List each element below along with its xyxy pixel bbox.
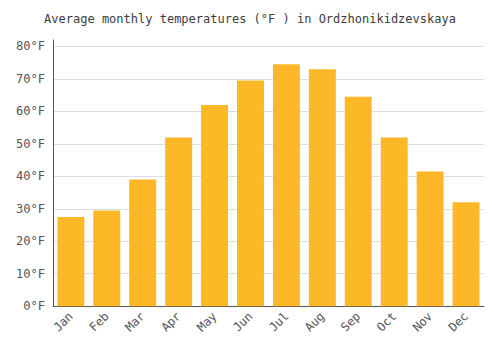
- svg-text:Jan: Jan: [51, 309, 76, 334]
- svg-text:Apr: Apr: [158, 309, 183, 334]
- svg-text:60°F: 60°F: [16, 104, 45, 118]
- svg-text:Aug: Aug: [302, 309, 327, 334]
- svg-text:Nov: Nov: [410, 309, 435, 334]
- svg-text:Mar: Mar: [122, 309, 147, 334]
- svg-text:Jul: Jul: [266, 309, 291, 334]
- svg-text:Jun: Jun: [230, 309, 255, 334]
- svg-text:Sep: Sep: [338, 309, 363, 334]
- svg-text:Dec: Dec: [446, 309, 471, 334]
- svg-text:40°F: 40°F: [16, 169, 45, 183]
- svg-text:50°F: 50°F: [16, 137, 45, 151]
- svg-text:80°F: 80°F: [16, 39, 45, 53]
- svg-text:10°F: 10°F: [16, 267, 45, 281]
- svg-text:20°F: 20°F: [16, 234, 45, 248]
- svg-text:Average monthly temperatures (: Average monthly temperatures (°F ) in Or…: [44, 12, 456, 26]
- svg-text:70°F: 70°F: [16, 72, 45, 86]
- svg-text:Oct: Oct: [374, 309, 399, 334]
- svg-text:30°F: 30°F: [16, 202, 45, 216]
- svg-text:May: May: [194, 309, 219, 334]
- svg-text:Feb: Feb: [87, 309, 112, 334]
- svg-text:0°F: 0°F: [23, 299, 45, 313]
